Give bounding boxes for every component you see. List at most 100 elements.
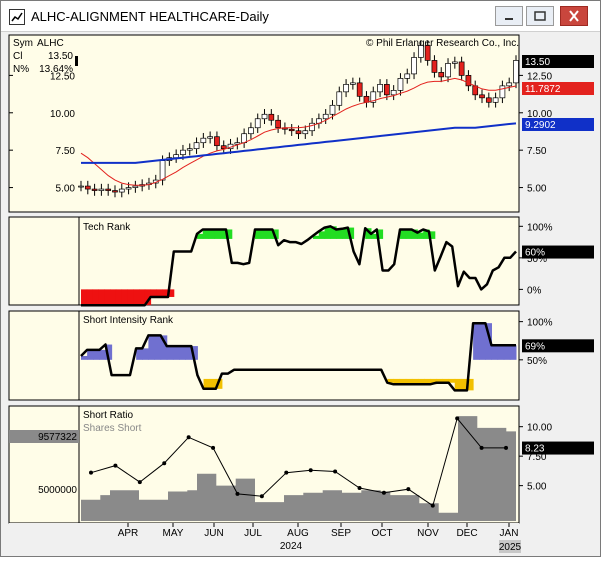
short-intensity-high-fill (185, 346, 192, 360)
tech-rank-low-fill (150, 289, 157, 297)
tech-rank-tick-label: 0% (527, 285, 542, 296)
short-intensity-low-fill (417, 378, 425, 385)
tech-rank-high-fill (376, 229, 384, 239)
tech-rank-high-fill (220, 229, 227, 239)
x-year-end-box (499, 540, 521, 553)
cl-label: Cl (13, 51, 22, 62)
candle-body (105, 188, 112, 191)
shares-short-value: 9577322 (38, 432, 77, 443)
candle-body (370, 91, 377, 103)
tech-rank-high-fill (417, 232, 424, 239)
tech-rank-low-fill (144, 289, 152, 306)
candle-body (377, 84, 383, 93)
candle-body (84, 185, 91, 190)
close-button[interactable] (560, 6, 588, 26)
candle-body (98, 188, 105, 191)
tech-rank-tick-label: 100% (527, 222, 553, 233)
short-intensity-high-fill (191, 346, 198, 360)
short-ratio-point (504, 445, 508, 450)
title-bar: ALHC-ALIGNMENT HEALTHCARE-Daily (1, 1, 600, 32)
ma-short-label: 11.7872 (525, 84, 561, 95)
tech-rank-high-fill (411, 229, 418, 239)
candle-body (350, 82, 356, 85)
short-intensity-low-fill (448, 378, 456, 383)
candle-body (356, 82, 363, 97)
short-intensity-low-fill (393, 378, 401, 385)
charts-svg: Sym ALHC Cl 13.50 N% 13.64% © Phil Erlan… (8, 34, 594, 553)
short-ratio-point (186, 435, 191, 440)
short-intensity-line (80, 321, 516, 392)
npct-value: 13.64% (39, 64, 73, 75)
short-intensity-low-fill (454, 378, 462, 391)
short-intensity-low-fill (203, 378, 211, 389)
candle-body (499, 85, 506, 99)
sym-label: Sym (13, 38, 33, 49)
candle-body (214, 136, 220, 147)
candle-body (384, 84, 390, 96)
tech-rank-high-fill (429, 231, 436, 239)
tech-rank-high-fill (365, 228, 372, 239)
short-intensity-high-fill (497, 345, 505, 360)
x-month-label: SEP (331, 528, 351, 539)
x-year-label: 2025 (499, 542, 522, 553)
npct-label: N% (13, 64, 29, 75)
short-intensity-high-fill (148, 335, 156, 360)
tech-rank-high-fill (272, 229, 279, 239)
candle-body (275, 119, 281, 129)
short-ratio-tick-label: 7.50 (527, 452, 547, 463)
candle-body (125, 187, 132, 190)
candle-body (309, 122, 315, 132)
candle-body (241, 133, 247, 144)
candle-body (261, 113, 268, 120)
short-intensity-tick-label: 100% (527, 318, 553, 329)
candle-body (302, 130, 309, 135)
short-intensity-high-fill (87, 349, 94, 360)
ma-long-line (81, 122, 517, 164)
cl-value: 13.50 (48, 51, 73, 62)
tech-rank-low-fill (92, 289, 99, 306)
shares-short-value-box (9, 430, 79, 443)
short-ratio-point (479, 445, 484, 450)
candle-body (485, 97, 492, 103)
short-ratio-point (308, 468, 313, 473)
price-right-tick-label: 10.00 (527, 109, 552, 120)
candle-body (234, 142, 241, 145)
minimize-button[interactable] (495, 6, 523, 26)
tech-rank-high-fill (324, 227, 331, 239)
candle-body (411, 57, 417, 75)
tech-rank-low-fill (121, 289, 128, 306)
x-year-label: 2024 (280, 541, 303, 552)
tech-rank-high-fill (336, 229, 343, 239)
short-ratio-left-strip (8, 405, 80, 524)
candle-body (159, 160, 166, 181)
short-ratio-point (357, 485, 362, 490)
short-intensity-high-fill (479, 323, 486, 360)
candle-body (465, 75, 472, 87)
candle-body (248, 127, 254, 135)
candle-body (451, 61, 458, 64)
tech-rank-low-fill (156, 289, 163, 297)
tech-rank-tick-label: 50% (527, 254, 547, 265)
tech-rank-low-fill (139, 289, 146, 306)
tech-rank-line (81, 225, 517, 307)
candle-body (207, 136, 213, 139)
tech-rank-low-fill (127, 289, 134, 306)
candle-body (295, 130, 302, 135)
shares-short-area (81, 416, 516, 521)
short-ratio-point (89, 470, 93, 475)
short-intensity-high-fill (136, 348, 143, 360)
x-month-label: DEC (456, 528, 477, 539)
candle-body (390, 89, 397, 96)
tech-rank-left-strip (8, 216, 80, 306)
copyright-text: © Phil Erlanger Research Co., Inc. (366, 38, 519, 49)
tech-rank-high-fill (405, 229, 413, 239)
tech-rank-high-fill (202, 229, 210, 239)
short-ratio-line (90, 417, 506, 507)
short-intensity-low-fill (424, 378, 431, 385)
candle-body (118, 188, 125, 193)
candle-body (513, 60, 519, 84)
short-intensity-high-fill (142, 348, 149, 360)
maximize-button[interactable] (526, 6, 554, 26)
tech-rank-low-fill (104, 289, 111, 306)
short-intensity-high-fill (179, 346, 186, 360)
